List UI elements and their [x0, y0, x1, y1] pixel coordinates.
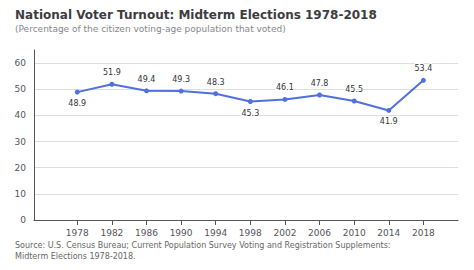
svg-text:1982: 1982 — [100, 228, 123, 238]
svg-text:49.3: 49.3 — [172, 75, 190, 84]
svg-text:1986: 1986 — [135, 228, 158, 238]
svg-text:Midterm Elections 1978-2018.: Midterm Elections 1978-2018. — [15, 252, 136, 261]
svg-text:20: 20 — [15, 163, 27, 173]
svg-text:1978: 1978 — [66, 228, 89, 238]
svg-text:2006: 2006 — [308, 228, 331, 238]
svg-text:Source: U.S. Census Bureau; Cu: Source: U.S. Census Bureau; Current Popu… — [15, 241, 391, 250]
svg-text:(Percentage of the citizen vot: (Percentage of the citizen voting-age po… — [15, 24, 286, 34]
svg-text:2014: 2014 — [377, 228, 400, 238]
svg-text:50: 50 — [15, 84, 27, 94]
svg-text:National Voter Turnout: Midter: National Voter Turnout: Midterm Election… — [15, 8, 377, 22]
svg-text:48.3: 48.3 — [207, 78, 225, 87]
svg-text:51.9: 51.9 — [103, 68, 121, 77]
svg-text:41.9: 41.9 — [380, 117, 398, 126]
svg-text:1990: 1990 — [170, 228, 193, 238]
svg-text:40: 40 — [15, 110, 27, 120]
svg-text:53.4: 53.4 — [414, 64, 432, 73]
svg-text:49.4: 49.4 — [138, 75, 156, 84]
svg-text:2018: 2018 — [412, 228, 435, 238]
svg-text:1994: 1994 — [204, 228, 227, 238]
svg-text:45.5: 45.5 — [345, 85, 363, 94]
svg-text:60: 60 — [15, 58, 27, 68]
svg-text:48.9: 48.9 — [68, 99, 86, 108]
svg-text:0: 0 — [20, 215, 26, 225]
svg-text:46.1: 46.1 — [276, 83, 294, 92]
svg-text:45.3: 45.3 — [241, 109, 259, 118]
svg-text:10: 10 — [15, 189, 27, 199]
svg-text:2002: 2002 — [273, 228, 296, 238]
svg-text:2010: 2010 — [343, 228, 366, 238]
svg-text:47.8: 47.8 — [311, 79, 329, 88]
svg-text:1998: 1998 — [239, 228, 262, 238]
svg-text:30: 30 — [15, 137, 27, 147]
